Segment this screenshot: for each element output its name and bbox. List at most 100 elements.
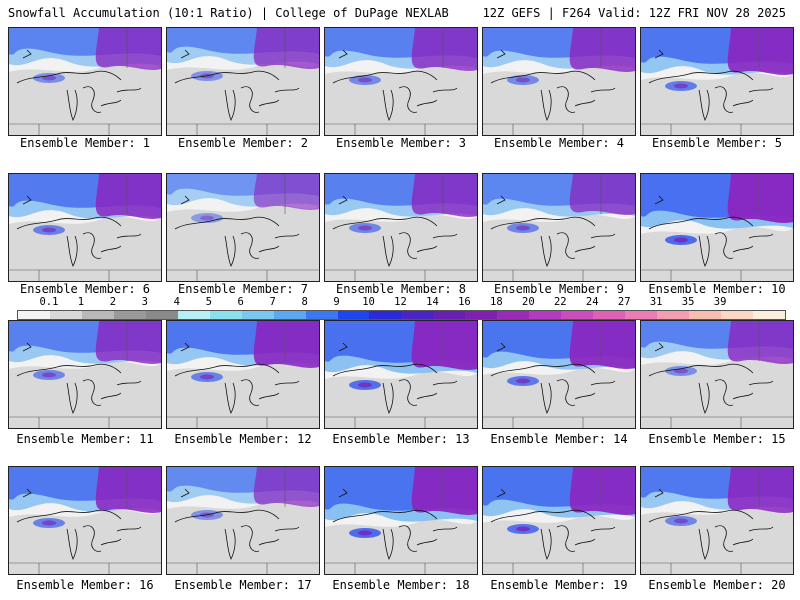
color-scale-tick: 39 <box>713 296 727 308</box>
ensemble-member-label: Ensemble Member: 7 <box>177 282 309 296</box>
color-scale-tick: 8 <box>301 296 308 308</box>
ensemble-map <box>166 27 320 136</box>
snowfall-map-8 <box>325 174 477 281</box>
ensemble-map <box>324 27 478 136</box>
color-scale-tick: 5 <box>205 296 212 308</box>
color-scale-cell <box>529 311 562 319</box>
color-scale-cell <box>561 311 594 319</box>
color-scale-cell <box>305 311 338 319</box>
color-scale-tick: 31 <box>649 296 663 308</box>
snowfall-map-3 <box>325 28 477 135</box>
snowfall-map-5 <box>641 28 793 135</box>
color-scale-cell <box>657 311 690 319</box>
color-scale-cell <box>145 311 178 319</box>
ensemble-map <box>640 27 794 136</box>
ensemble-member-label: Ensemble Member: 16 <box>16 578 154 592</box>
ensemble-member-label: Ensemble Member: 10 <box>648 282 786 296</box>
color-scale-cell <box>18 311 50 319</box>
ensemble-member-label: Ensemble Member: 11 <box>16 432 154 446</box>
map-title: Snowfall Accumulation (10:1 Ratio) | Col… <box>8 6 449 20</box>
color-scale-cell <box>497 311 530 319</box>
ensemble-map <box>640 320 794 429</box>
ensemble-map <box>482 173 636 282</box>
snowfall-map-7 <box>167 174 319 281</box>
ensemble-member-label: Ensemble Member: 20 <box>648 578 786 592</box>
snowfall-map-14 <box>483 321 635 428</box>
ensemble-map <box>8 466 162 575</box>
color-scale-cell <box>337 311 370 319</box>
color-scale-cell <box>209 311 242 319</box>
ensemble-member-label: Ensemble Member: 12 <box>174 432 312 446</box>
color-scale-cell <box>593 311 626 319</box>
color-scale-tick: 1 <box>77 296 85 308</box>
color-scale-tick: 22 <box>553 296 567 308</box>
color-scale-cell <box>465 311 498 319</box>
ensemble-member-label: Ensemble Member: 5 <box>651 136 783 150</box>
ensemble-member-label: Ensemble Member: 14 <box>490 432 628 446</box>
ensemble-map <box>640 173 794 282</box>
color-scale-cell <box>273 311 306 319</box>
ensemble-map <box>166 466 320 575</box>
color-scale-tick: 20 <box>522 296 535 308</box>
ensemble-map <box>8 320 162 429</box>
snowfall-map-16 <box>9 467 161 574</box>
ensemble-map <box>324 173 478 282</box>
color-scale-tick: 18 <box>490 296 503 308</box>
color-scale-tick: 27 <box>617 296 631 308</box>
snowfall-map-1 <box>9 28 161 135</box>
snowfall-map-6 <box>9 174 161 281</box>
snowfall-map-4 <box>483 28 635 135</box>
snowfall-map-11 <box>9 321 161 428</box>
ensemble-member-label: Ensemble Member: 9 <box>493 282 625 296</box>
ensemble-member-label: Ensemble Member: 8 <box>335 282 467 296</box>
color-scale-cell <box>401 311 434 319</box>
color-scale-tick: 16 <box>458 296 471 308</box>
ensemble-map <box>640 466 794 575</box>
color-scale-tick: 24 <box>585 296 599 308</box>
color-scale-cell <box>433 311 466 319</box>
color-scale-tick: 2 <box>109 296 117 308</box>
color-scale-tick: 12 <box>394 296 407 308</box>
ensemble-member-label: Ensemble Member: 3 <box>335 136 467 150</box>
ensemble-map <box>324 320 478 429</box>
ensemble-member-label: Ensemble Member: 19 <box>490 578 628 592</box>
ensemble-member-label: Ensemble Member: 18 <box>332 578 470 592</box>
ensemble-map <box>8 173 162 282</box>
snowfall-map-10 <box>641 174 793 281</box>
color-scale-cell <box>720 311 753 319</box>
color-scale-cell <box>49 311 82 319</box>
color-scale-tick: 9 <box>333 296 340 308</box>
snowfall-color-scale <box>17 310 786 320</box>
ensemble-member-label: Ensemble Member: 17 <box>174 578 312 592</box>
color-scale-tick: 6 <box>237 296 244 308</box>
color-scale-tick: 35 <box>681 296 695 308</box>
color-scale-cell <box>177 311 210 319</box>
ensemble-member-label: Ensemble Member: 13 <box>332 432 470 446</box>
snowfall-map-20 <box>641 467 793 574</box>
color-scale-cell <box>241 311 274 319</box>
color-scale-cell <box>689 311 721 319</box>
color-scale-tick: 0.1 <box>39 296 59 308</box>
snowfall-map-17 <box>167 467 319 574</box>
color-scale-tick: 10 <box>362 296 375 308</box>
snowfall-map-2 <box>167 28 319 135</box>
color-scale-tick: 3 <box>141 296 148 308</box>
ensemble-member-label: Ensemble Member: 6 <box>19 282 151 296</box>
snowfall-map-15 <box>641 321 793 428</box>
color-scale-cell <box>81 311 114 319</box>
color-scale-tick: 14 <box>426 296 439 308</box>
color-scale-cell <box>752 311 785 319</box>
ensemble-map <box>324 466 478 575</box>
color-scale-tick: 4 <box>173 296 180 308</box>
ensemble-map <box>166 320 320 429</box>
ensemble-member-label: Ensemble Member: 1 <box>19 136 151 150</box>
snowfall-map-18 <box>325 467 477 574</box>
ensemble-map <box>482 320 636 429</box>
snowfall-map-9 <box>483 174 635 281</box>
color-scale-tick: 7 <box>269 296 276 308</box>
ensemble-map <box>482 466 636 575</box>
snowfall-map-19 <box>483 467 635 574</box>
ensemble-map <box>482 27 636 136</box>
color-scale-cell <box>369 311 402 319</box>
ensemble-map <box>8 27 162 136</box>
